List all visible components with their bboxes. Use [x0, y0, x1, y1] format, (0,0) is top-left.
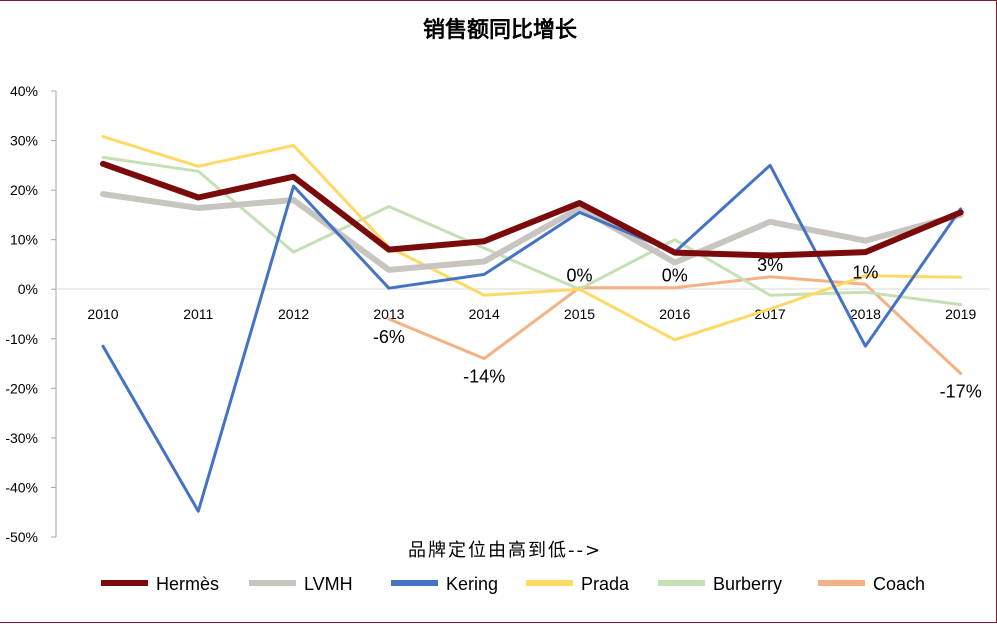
legend-label: Kering	[446, 574, 498, 594]
series-line-kering	[101, 163, 963, 513]
y-tick-label: 0%	[18, 281, 38, 297]
data-label: 0%	[566, 266, 592, 286]
x-tick-label: 2011	[183, 306, 213, 322]
x-tick-label: 2012	[278, 306, 309, 322]
chart-title: 销售额同比增长	[423, 17, 578, 43]
y-tick-label: -10%	[5, 331, 38, 347]
data-label: 0%	[662, 266, 688, 286]
series-line-lvmh	[100, 191, 964, 273]
y-tick-label: -20%	[5, 380, 38, 396]
x-tick-label: 2015	[564, 306, 595, 322]
y-tick-label: -40%	[5, 479, 38, 495]
legend-label: Hermès	[156, 574, 219, 594]
y-tick-label: 20%	[10, 182, 38, 198]
x-tick-label: 2019	[945, 306, 976, 322]
legend-label: Coach	[873, 574, 925, 594]
series-lines	[100, 135, 964, 513]
data-label: 3%	[757, 255, 783, 275]
legend-label: LVMH	[304, 574, 353, 594]
legend-label: Prada	[581, 574, 630, 594]
x-tick-labels: 2010 2011 2012 2013 2014 2015 2016 2017 2018 2019	[87, 306, 976, 322]
series-line-coach	[387, 275, 963, 375]
x-axis-label: 品牌定位由高到低-->	[408, 540, 602, 561]
x-tick-label: 2013	[373, 306, 404, 322]
series-line-prada	[101, 135, 963, 342]
y-tick-labels: 40% 30% 20% 10% 0% -10% -20% -30% -40% -50%	[5, 83, 56, 545]
y-tick-label: -30%	[5, 430, 38, 446]
y-tick-label: -50%	[5, 529, 38, 545]
data-label: -6%	[373, 327, 405, 347]
data-annotations: -6% -14% 0% 0% 3% 1% -17%	[373, 255, 982, 402]
data-label: -17%	[940, 381, 982, 401]
data-label: 1%	[852, 262, 878, 282]
legend: Hermès LVMH Kering Prada Burberry Coach	[101, 574, 925, 594]
x-tick-label: 2010	[87, 306, 118, 322]
x-tick-label: 2016	[659, 306, 690, 322]
series-line-herms	[100, 160, 964, 259]
data-label: -14%	[463, 367, 505, 387]
y-tick-label: 10%	[10, 232, 38, 248]
x-tick-label: 2014	[469, 306, 500, 322]
x-tick-label: 2018	[850, 306, 881, 322]
y-tick-label: 40%	[10, 83, 38, 99]
legend-label: Burberry	[713, 574, 782, 594]
y-tick-label: 30%	[10, 133, 38, 149]
